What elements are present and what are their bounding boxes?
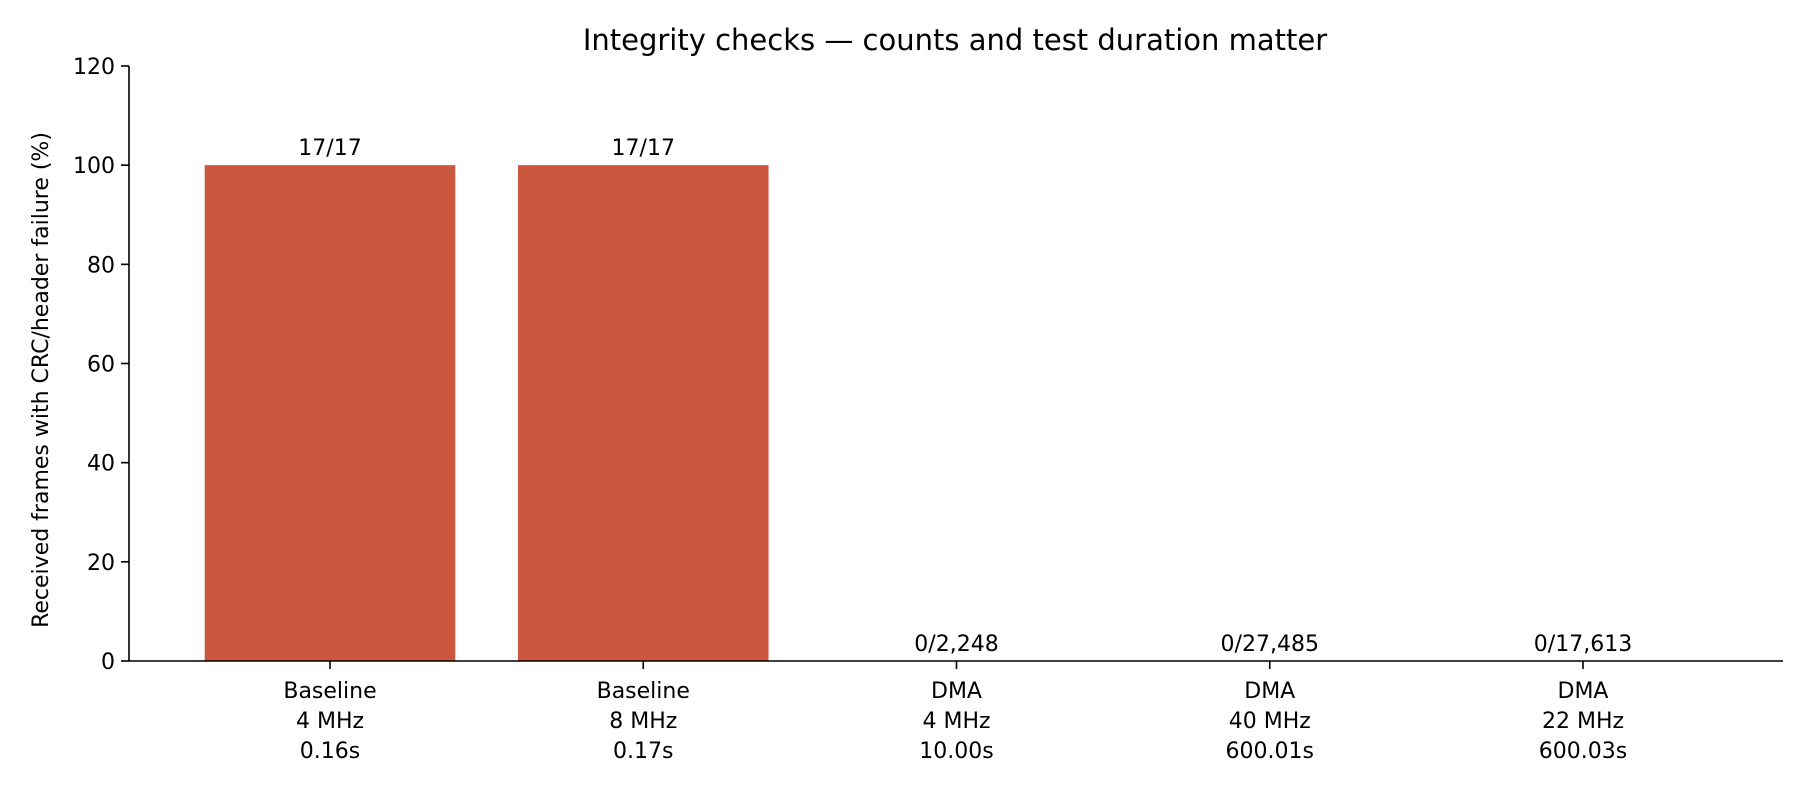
y-tick-label-100: 100	[73, 154, 115, 179]
x-tick-label-0-0: Baseline	[283, 679, 376, 704]
x-tick-label-2-0: DMA	[931, 679, 982, 704]
data-label-2: 0/2,248	[914, 632, 998, 657]
x-tick-label-0-1: 4 MHz	[296, 709, 364, 734]
y-tick-label-40: 40	[87, 452, 115, 477]
x-tick-label-4-2: 600.03s	[1539, 739, 1627, 764]
data-label-3: 0/27,485	[1221, 632, 1319, 657]
data-label-0: 17/17	[298, 136, 361, 161]
x-tick-label-1-0: Baseline	[597, 679, 690, 704]
chart-title: Integrity checks — counts and test durat…	[583, 23, 1327, 57]
data-label-4: 0/17,613	[1534, 632, 1632, 657]
plot-area: 17/17 17/17 0/2,248 0/27,485 0/17,613 0 20 40 60…	[73, 55, 1783, 764]
x-tick-label-1-1: 8 MHz	[609, 709, 677, 734]
x-tick-label-3-1: 40 MHz	[1229, 709, 1311, 734]
x-tick-label-4-0: DMA	[1558, 679, 1609, 704]
y-tick-label-0: 0	[101, 650, 115, 675]
x-tick-label-2-1: 4 MHz	[922, 709, 990, 734]
x-tick-label-2-2: 10.00s	[919, 739, 993, 764]
bar-1	[517, 165, 769, 661]
data-label-1: 17/17	[612, 136, 675, 161]
x-tick-label-0-2: 0.16s	[300, 739, 360, 764]
bar-0	[204, 165, 456, 661]
y-tick-label-60: 60	[87, 353, 115, 378]
x-tick-label-4-1: 22 MHz	[1542, 709, 1624, 734]
y-axis-label: Received frames with CRC/header failure …	[29, 132, 54, 628]
x-tick-label-3-2: 600.01s	[1226, 739, 1314, 764]
y-tick-label-80: 80	[87, 253, 115, 278]
y-tick-label-20: 20	[87, 551, 115, 576]
x-tick-label-1-2: 0.17s	[613, 739, 673, 764]
x-tick-label-3-0: DMA	[1244, 679, 1295, 704]
y-tick-label-120: 120	[73, 55, 115, 80]
